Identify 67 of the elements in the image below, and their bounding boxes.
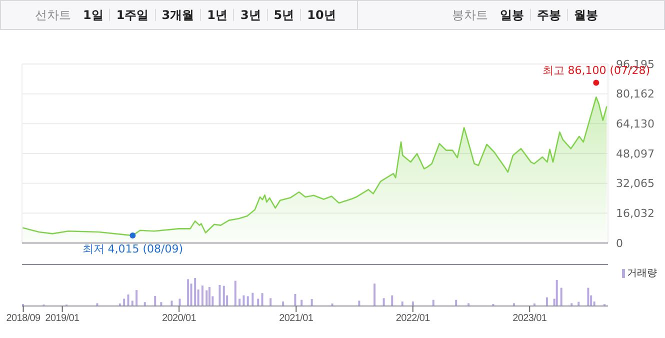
x-tick-label: 2020/01 xyxy=(162,313,197,324)
bar xyxy=(468,303,470,306)
bar xyxy=(242,295,245,306)
bar xyxy=(136,290,138,306)
bar xyxy=(374,284,376,306)
y-tick-label: 80,162 xyxy=(616,88,654,101)
text: 1주일 xyxy=(109,8,155,22)
bar xyxy=(270,298,272,306)
bar xyxy=(96,303,98,306)
bar xyxy=(546,297,548,306)
bar xyxy=(294,294,296,306)
text: 10년 xyxy=(300,8,342,22)
bar xyxy=(201,286,204,306)
x-tick-label: 2019/01 xyxy=(45,313,80,324)
annotation: 최저 4,015 (08/09) xyxy=(82,242,184,256)
y-tick-label: 32,065 xyxy=(616,177,654,190)
bar xyxy=(261,293,264,306)
bar xyxy=(154,296,156,306)
bar xyxy=(123,298,126,306)
text: 1년 xyxy=(200,8,234,22)
bar xyxy=(570,303,573,306)
bar xyxy=(127,294,130,306)
bar xyxy=(556,280,558,306)
x-tick-label: 2023/01 xyxy=(512,313,548,324)
bar xyxy=(234,280,236,306)
bar xyxy=(238,298,241,306)
text: 주봉 xyxy=(530,8,567,22)
bar xyxy=(178,298,181,306)
bar xyxy=(208,286,210,306)
text: 3년 xyxy=(233,8,267,22)
bar xyxy=(187,279,190,306)
text: 선차트 xyxy=(34,8,72,22)
y-tick-label: 48,097 xyxy=(616,147,654,160)
x-tick-label: 2018/09 xyxy=(6,313,42,324)
legend-label: 거래량 xyxy=(627,267,657,280)
bar xyxy=(246,296,249,306)
bar xyxy=(358,300,360,306)
bar xyxy=(144,302,146,306)
bar xyxy=(300,300,303,306)
bar xyxy=(252,292,254,306)
bar xyxy=(560,288,562,306)
bar xyxy=(170,300,173,306)
bar xyxy=(160,302,162,306)
text: 월봉 xyxy=(567,8,604,22)
text: 1일 xyxy=(82,8,104,22)
x-tick-label: 2022/01 xyxy=(396,313,431,324)
bar xyxy=(391,295,394,306)
text: 봉차트 xyxy=(451,8,489,22)
bar xyxy=(222,286,225,306)
x-tick-label: 2021/01 xyxy=(279,313,314,324)
bar xyxy=(587,288,590,306)
bar xyxy=(257,298,260,306)
bar xyxy=(194,278,196,306)
text: 5년 xyxy=(266,8,300,22)
bar xyxy=(218,285,221,306)
bar xyxy=(382,298,385,306)
text: 일봉 xyxy=(499,8,525,22)
y-tick-label: 64,130 xyxy=(616,118,654,131)
bar xyxy=(513,303,515,306)
bar xyxy=(131,300,134,306)
bar xyxy=(206,290,208,306)
y-tick-label: 0 xyxy=(616,236,623,250)
bar xyxy=(310,299,313,306)
y-tick-label: 16,032 xyxy=(616,207,654,220)
bar xyxy=(455,300,458,306)
text: 3개월 xyxy=(154,8,200,22)
bar xyxy=(432,300,434,306)
